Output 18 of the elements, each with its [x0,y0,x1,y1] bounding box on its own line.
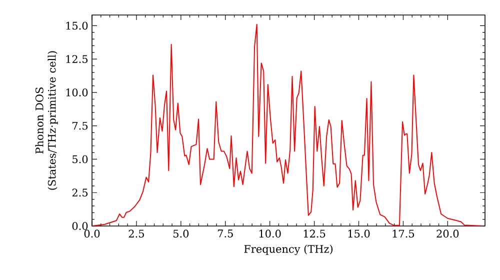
x-tick-label: 5.0 [173,230,189,238]
y-tick-label: 5.0 [72,155,88,164]
x-tick-label: 0.0 [84,230,100,238]
y-tick-label: 7.5 [72,122,88,130]
x-tick-label: 17.5 [392,230,414,238]
x-tick-label: 2.5 [128,230,144,238]
y-axis-title: Phonon DOS (States/THz·primitive cell) [35,51,58,190]
x-tick-label: 10.0 [259,230,281,238]
y-tick-label: 12.5 [66,55,88,64]
x-axis-title: Frequency (THz) [244,244,333,256]
y-tick-label: 0.0 [72,222,88,230]
y-tick-label: 15.0 [66,22,88,30]
x-tick-label: 12.5 [304,230,326,238]
y-tick-label: 10.0 [66,88,88,96]
x-tick-label: 20.0 [436,230,459,238]
x-tick-label: 15.0 [348,230,370,238]
x-tick-label: 7.5 [218,230,233,238]
y-tick-label: 2.5 [72,188,88,197]
